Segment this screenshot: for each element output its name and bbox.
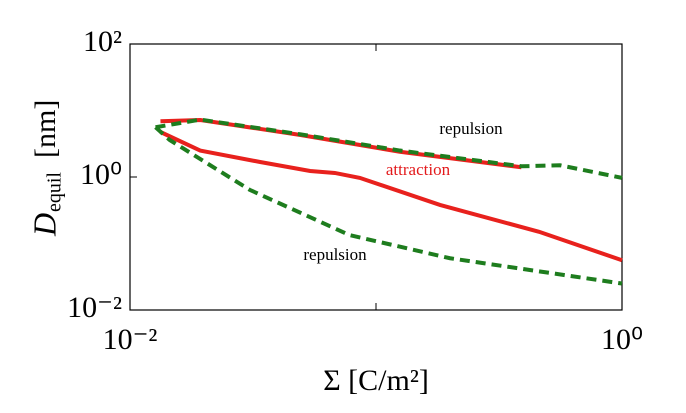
curve: [154, 125, 623, 286]
y-label-unit: [nm]: [29, 100, 62, 158]
y-label-symbol: D: [26, 213, 62, 237]
curve: [159, 130, 623, 263]
x-axis-label: Σ [C/m²]: [323, 364, 429, 397]
annotation: repulsion: [439, 119, 503, 138]
y-tick-label: 10²: [83, 25, 122, 58]
y-tick-label: 10⁰: [80, 158, 122, 191]
annotation: attraction: [386, 160, 451, 179]
y-axis-label: D equil [nm]: [26, 100, 65, 237]
x-tick-label: 10⁻²: [103, 323, 158, 356]
plot-frame: [129, 43, 623, 311]
y-tick-label: 10⁻²: [67, 291, 122, 324]
x-tick-label: 10⁰: [601, 323, 643, 356]
annotation: repulsion: [303, 245, 367, 264]
y-label-subscript: equil: [44, 172, 66, 212]
curve: [155, 117, 623, 180]
